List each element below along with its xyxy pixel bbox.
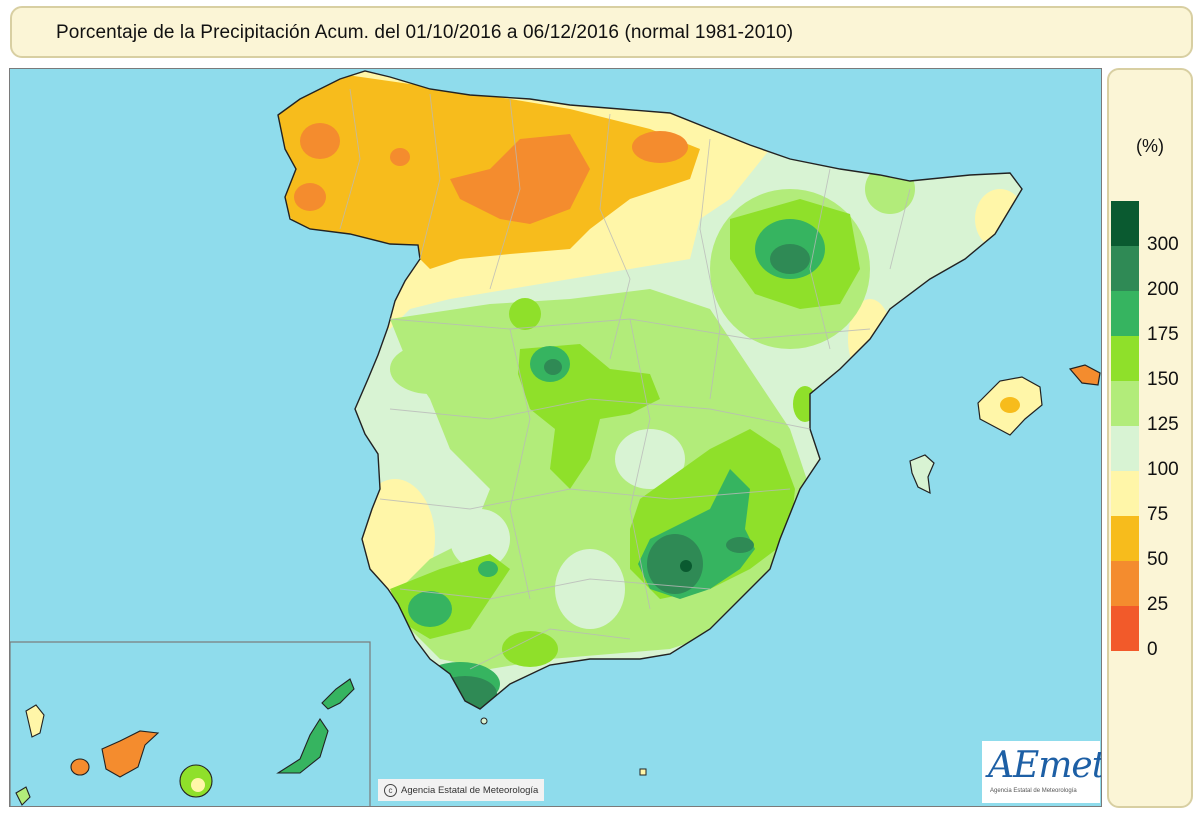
legend-swatch (1111, 201, 1139, 246)
legend-swatch (1111, 291, 1139, 336)
canary-islands-inset (10, 641, 371, 806)
legend-label: 25 (1147, 594, 1169, 615)
balearic-islands (909, 364, 1101, 495)
legend-label: 175 (1147, 324, 1179, 345)
legend-swatch (1111, 336, 1139, 381)
credit-text: Agencia Estatal de Meteorología (401, 784, 539, 796)
legend-label: 125 (1147, 414, 1179, 435)
title-bar: Porcentaje de la Precipitación Acum. del… (10, 6, 1193, 58)
legend-label: 150 (1147, 369, 1179, 390)
peninsula (277, 70, 1023, 710)
map-frame: c Agencia Estatal de Meteorología AEmet … (9, 68, 1102, 807)
ceuta-islet (480, 717, 488, 725)
legend-label: 50 (1147, 549, 1169, 570)
legend-swatch (1111, 561, 1139, 606)
logo-subtitle: Agencia Estatal de Meteorología (990, 788, 1077, 794)
aemet-logo: AEmet Agencia Estatal de Meteorología (982, 741, 1102, 803)
legend-swatch (1111, 606, 1139, 651)
logo-text: AEmet (988, 745, 1102, 786)
map-title: Porcentaje de la Precipitación Acum. del… (56, 22, 794, 43)
legend-swatch (1111, 246, 1139, 291)
precipitation-map (10, 70, 1101, 806)
legend-swatch (1111, 426, 1139, 471)
legend-swatch (1111, 516, 1139, 561)
legend-label: 0 (1147, 639, 1158, 660)
legend-label: 100 (1147, 459, 1179, 480)
legend-label: 200 (1147, 279, 1179, 300)
credit-box: c Agencia Estatal de Meteorología (378, 779, 545, 801)
legend-unit: (%) (1136, 136, 1164, 156)
copyright-icon: c (384, 783, 397, 797)
legend-label: 75 (1147, 504, 1169, 525)
legend-panel: (%) 300 200 175 150 125 100 75 50 25 0 (1107, 68, 1193, 808)
legend-swatch (1111, 381, 1139, 426)
legend-label: 300 (1147, 234, 1179, 255)
alboran-island (639, 768, 647, 776)
legend-swatch (1111, 471, 1139, 516)
